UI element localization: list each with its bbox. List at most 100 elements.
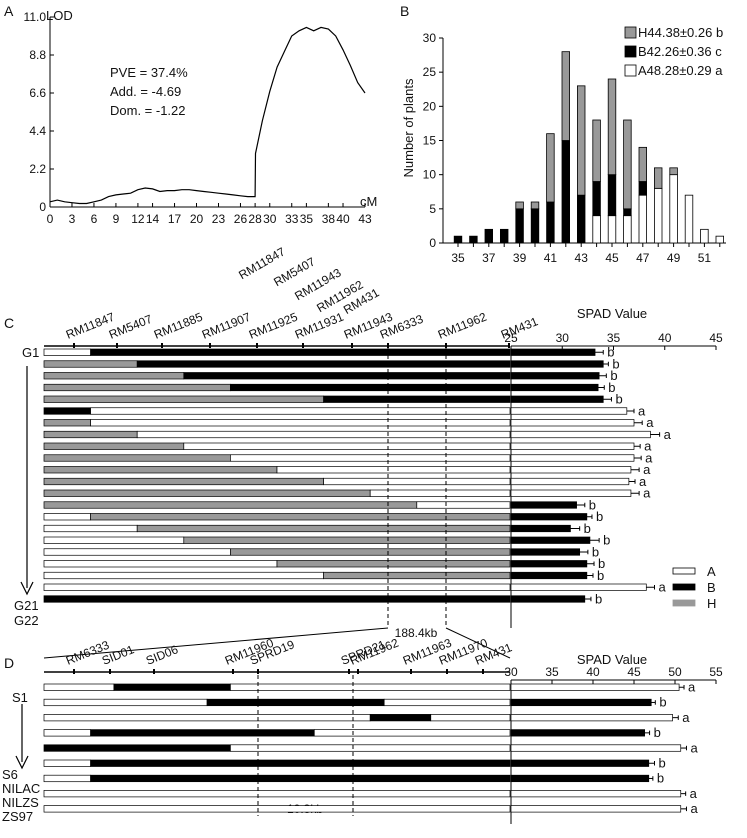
genotype-segment-H bbox=[43, 466, 278, 474]
genotype-segment-H bbox=[43, 501, 418, 509]
spad-x-tick-label: 40 bbox=[658, 331, 672, 345]
spad-significance: a bbox=[638, 403, 646, 418]
genotype-segment-B bbox=[230, 383, 511, 392]
hist-bar-B bbox=[561, 140, 570, 244]
hist-x-tick-label: 43 bbox=[575, 251, 589, 265]
spad-bar bbox=[510, 805, 682, 813]
spad-significance: b bbox=[615, 392, 622, 407]
genotype-segment-A bbox=[43, 790, 511, 798]
spad-significance: b bbox=[659, 695, 666, 710]
genotype-segment-H bbox=[90, 513, 511, 521]
lod-y-tick-label: 8.8 bbox=[29, 48, 46, 62]
spad-significance: a bbox=[688, 680, 696, 695]
genotype-segment-H bbox=[136, 524, 511, 533]
spad-significance: b bbox=[595, 591, 602, 606]
spad-bar bbox=[510, 360, 604, 368]
genotype-segment-A bbox=[416, 501, 511, 509]
hist-bar-A bbox=[638, 194, 647, 244]
hist-x-tick-label: 49 bbox=[667, 251, 681, 265]
marker-label: RM11907 bbox=[200, 310, 253, 342]
lod-x-tick-label: 14 bbox=[146, 212, 160, 226]
spad-bar bbox=[510, 729, 646, 737]
spad-bar bbox=[510, 698, 652, 707]
genotype-segment-A bbox=[230, 454, 511, 462]
spad-bar bbox=[510, 536, 591, 544]
lod-x-tick-label: 40 bbox=[336, 212, 350, 226]
hist-bar-H bbox=[638, 146, 647, 182]
marker-label: RM5407 bbox=[107, 312, 155, 342]
genotype-segment-A bbox=[43, 513, 91, 521]
lod-x-tick-label: 6 bbox=[91, 212, 98, 226]
lod-y-tick-label: 4.4 bbox=[29, 124, 46, 138]
spad-x-tick-label: 45 bbox=[627, 665, 641, 679]
lod-x-tick-label: 20 bbox=[190, 212, 204, 226]
hist-y-tick-label: 5 bbox=[429, 202, 436, 216]
genotype-segment-H bbox=[323, 571, 511, 580]
spad-bar bbox=[510, 524, 571, 533]
genotype-segment-H bbox=[276, 560, 511, 568]
spad-x-tick-label: 35 bbox=[545, 665, 559, 679]
spad-x-tick-label: 35 bbox=[607, 331, 621, 345]
hist-bar-B bbox=[592, 181, 601, 217]
genotype-segment-A bbox=[369, 489, 511, 497]
spad-x-tick-label: 25 bbox=[504, 331, 518, 345]
spad-significance: b bbox=[607, 345, 614, 360]
hist-legend-swatch bbox=[624, 26, 637, 39]
hist-bar-H bbox=[592, 119, 601, 182]
genotype-segment-B bbox=[136, 360, 511, 368]
spad-bar bbox=[510, 714, 673, 722]
genotype-segment-A bbox=[43, 774, 91, 783]
genotype-segment-A bbox=[323, 477, 511, 486]
spad-bar bbox=[510, 744, 682, 752]
hist-bar-B bbox=[607, 174, 617, 217]
spad-significance: b bbox=[589, 497, 596, 512]
spad-significance: a bbox=[659, 580, 667, 595]
hist-bar-A bbox=[669, 174, 678, 244]
spad-bar bbox=[510, 442, 635, 450]
panel-label-a: A bbox=[4, 3, 14, 19]
hist-bar-H bbox=[530, 201, 540, 210]
d-row-label: NILAC bbox=[2, 781, 40, 796]
hist-bar-H bbox=[669, 167, 678, 176]
hist-legend-swatch bbox=[624, 45, 637, 58]
hist-bar-H bbox=[546, 133, 555, 203]
lod-y-tick-label: 6.6 bbox=[29, 86, 46, 100]
spad-x-tick-label: 50 bbox=[668, 665, 682, 679]
genotype-segment-A bbox=[43, 683, 115, 691]
hist-x-tick-label: 41 bbox=[544, 251, 558, 265]
genotype-segment-B bbox=[43, 407, 91, 415]
panel-c-genotypes: SPAD Value G1 G21 G22 188.4kb RM11847RM5… bbox=[14, 306, 723, 659]
hist-y-tick-label: 15 bbox=[423, 134, 437, 148]
spad-significance: b bbox=[597, 568, 604, 583]
d-row-label: S1 bbox=[12, 690, 28, 705]
genotype-segment-A bbox=[383, 698, 511, 707]
genotype-segment-B bbox=[43, 744, 231, 752]
genotype-segment-A bbox=[136, 430, 511, 439]
genotype-segment-A bbox=[43, 714, 371, 722]
hist-bar-H bbox=[577, 85, 586, 196]
lod-x-tick-label: 38 bbox=[322, 212, 336, 226]
c-legend-swatch bbox=[672, 599, 696, 607]
spad-x-tick-label: 30 bbox=[504, 665, 518, 679]
hist-bar-H bbox=[607, 78, 617, 176]
marker-label: RM11847 bbox=[64, 310, 117, 342]
hist-bar-H bbox=[654, 167, 663, 189]
spad-significance: a bbox=[682, 710, 690, 725]
spad-significance: b bbox=[612, 356, 619, 371]
spad-significance: b bbox=[610, 368, 617, 383]
lod-x-tick-label: 12 bbox=[131, 212, 145, 226]
panel-d-fine-mapping: SPAD Value 10.3kb RM6333SID01SID06RM1196… bbox=[2, 636, 723, 824]
spad-significance: b bbox=[659, 756, 666, 771]
genotype-segment-A bbox=[43, 571, 324, 580]
genotype-segment-A bbox=[230, 744, 511, 752]
spad-bar bbox=[510, 790, 682, 798]
spad-significance: b bbox=[657, 771, 664, 786]
spad-bar bbox=[510, 466, 632, 474]
spad-bar bbox=[510, 513, 588, 521]
spad-bar bbox=[510, 489, 632, 497]
hist-bar-B bbox=[638, 181, 647, 196]
hist-bar-B bbox=[453, 235, 463, 244]
d-row-label: ZS97 bbox=[2, 809, 33, 824]
panel-label-c: C bbox=[4, 315, 14, 331]
